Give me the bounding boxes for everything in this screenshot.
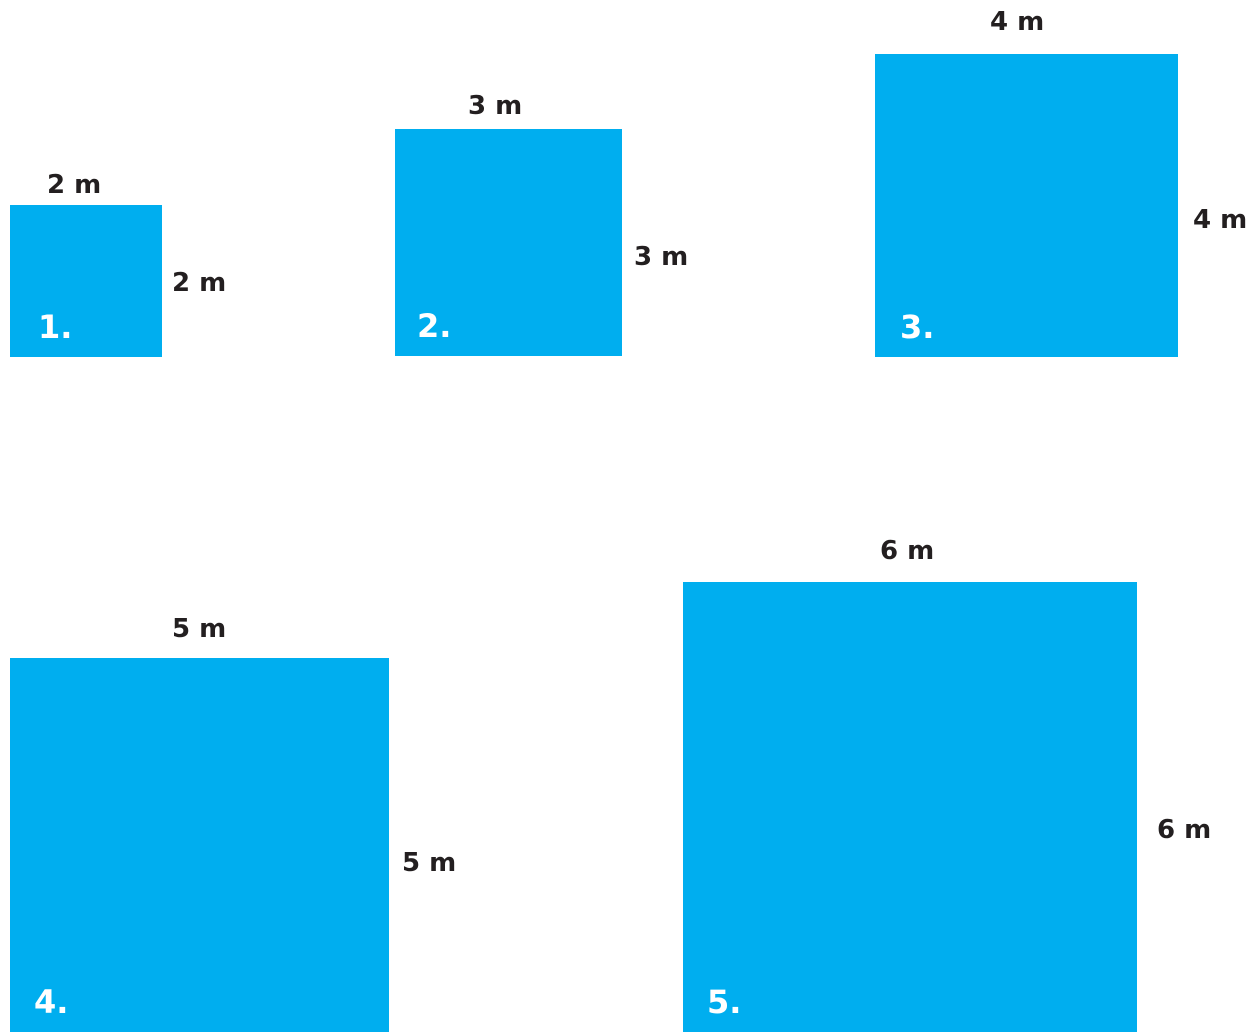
square-1: 1. [10,205,162,357]
square-2-width-label: 3 m [468,91,523,121]
square-3: 3. [875,54,1178,357]
square-2: 2. [395,129,622,356]
square-5-number: 5. [707,983,742,1021]
square-4-number: 4. [34,983,69,1021]
square-5-height-label: 6 m [1157,815,1212,845]
square-1-width-label: 2 m [47,170,102,200]
square-1-height-label: 2 m [172,268,227,298]
square-3-height-label: 4 m [1193,205,1248,235]
square-3-width-label: 4 m [990,7,1045,37]
square-1-number: 1. [38,308,73,346]
square-4-width-label: 5 m [172,614,227,644]
square-2-height-label: 3 m [634,242,689,272]
square-4-height-label: 5 m [402,848,457,878]
square-4: 4. [10,658,389,1032]
square-2-number: 2. [417,307,452,345]
square-5: 5. [683,582,1137,1032]
square-3-number: 3. [900,308,935,346]
square-5-width-label: 6 m [880,536,935,566]
